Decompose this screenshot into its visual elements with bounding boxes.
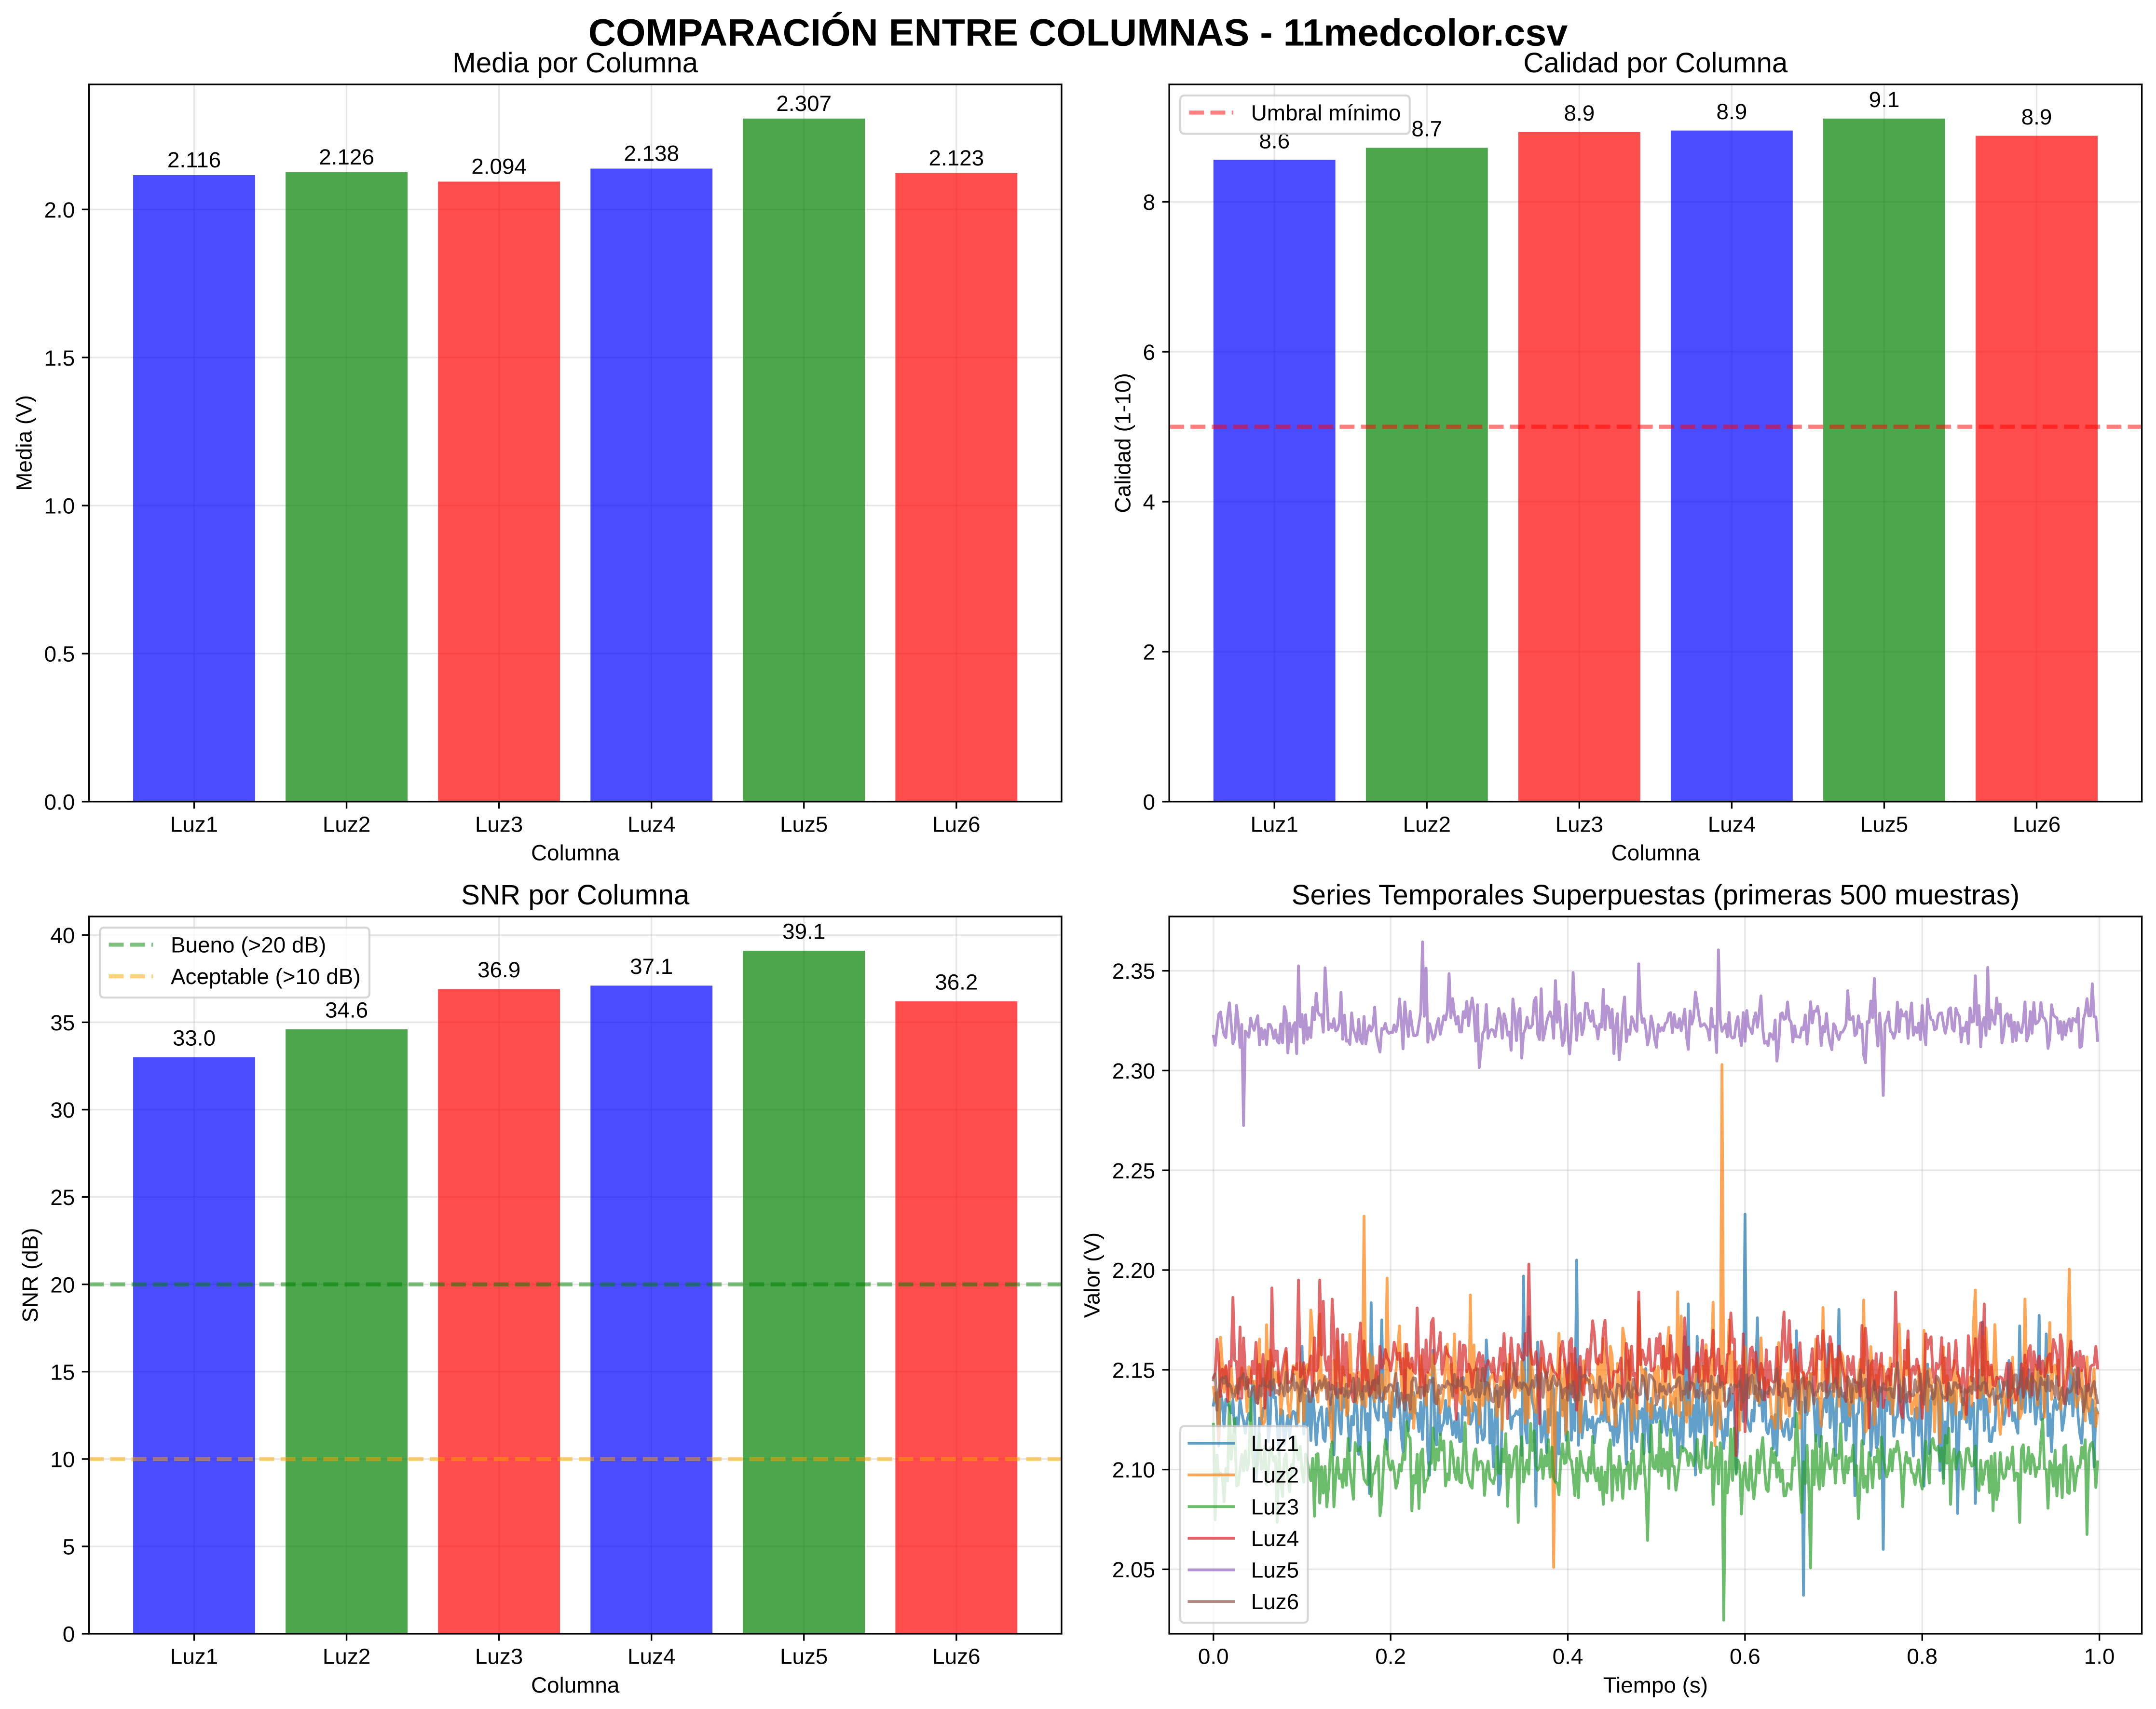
svg-text:5: 5 — [63, 1535, 75, 1559]
svg-text:Columna: Columna — [531, 1673, 620, 1697]
svg-text:0.5: 0.5 — [44, 642, 75, 667]
svg-text:Umbral mínimo: Umbral mínimo — [1251, 100, 1401, 125]
svg-text:2.116: 2.116 — [167, 148, 221, 172]
svg-text:33.0: 33.0 — [173, 1025, 216, 1050]
svg-text:Tiempo (s): Tiempo (s) — [1603, 1673, 1708, 1697]
svg-text:Aceptable (>10 dB): Aceptable (>10 dB) — [171, 964, 361, 989]
svg-text:Luz4: Luz4 — [1251, 1526, 1299, 1551]
svg-text:Media por Columna: Media por Columna — [452, 47, 698, 79]
svg-text:35: 35 — [50, 1011, 75, 1035]
svg-text:2.123: 2.123 — [928, 146, 984, 170]
svg-text:2.25: 2.25 — [1112, 1159, 1155, 1183]
svg-text:9.1: 9.1 — [1869, 87, 1900, 112]
svg-text:2.35: 2.35 — [1112, 959, 1155, 984]
svg-text:1.5: 1.5 — [44, 346, 75, 370]
svg-text:2.20: 2.20 — [1112, 1258, 1155, 1283]
svg-text:Luz2: Luz2 — [323, 812, 370, 836]
svg-text:2.15: 2.15 — [1112, 1358, 1155, 1382]
svg-text:36.2: 36.2 — [935, 970, 978, 995]
svg-text:0.0: 0.0 — [1198, 1644, 1229, 1668]
svg-text:2.30: 2.30 — [1112, 1059, 1155, 1083]
svg-text:Luz3: Luz3 — [1251, 1494, 1299, 1519]
svg-text:6: 6 — [1143, 340, 1155, 365]
svg-text:0.2: 0.2 — [1375, 1644, 1406, 1668]
svg-text:Luz5: Luz5 — [780, 1644, 828, 1668]
svg-text:2.0: 2.0 — [44, 198, 75, 222]
svg-text:Luz3: Luz3 — [1556, 812, 1603, 836]
svg-text:Luz6: Luz6 — [932, 812, 980, 836]
svg-text:0: 0 — [63, 1622, 75, 1647]
svg-text:2.138: 2.138 — [624, 141, 679, 166]
svg-text:Columna: Columna — [531, 841, 620, 865]
svg-text:1.0: 1.0 — [2084, 1644, 2115, 1668]
svg-text:Bueno (>20 dB): Bueno (>20 dB) — [171, 933, 326, 957]
svg-text:SNR (dB): SNR (dB) — [18, 1228, 42, 1323]
svg-text:2: 2 — [1143, 640, 1155, 665]
svg-text:0: 0 — [1143, 790, 1155, 815]
svg-text:0.0: 0.0 — [44, 790, 75, 815]
svg-text:2.307: 2.307 — [776, 91, 832, 116]
svg-text:0.8: 0.8 — [1907, 1644, 1938, 1668]
svg-text:Valor (V): Valor (V) — [1080, 1232, 1105, 1318]
svg-text:Luz1: Luz1 — [170, 1644, 218, 1668]
svg-text:0.4: 0.4 — [1553, 1644, 1583, 1668]
svg-text:20: 20 — [50, 1272, 75, 1297]
svg-text:2.05: 2.05 — [1112, 1558, 1155, 1582]
svg-text:Calidad por Columna: Calidad por Columna — [1523, 47, 1788, 79]
svg-text:40: 40 — [50, 923, 75, 948]
svg-text:Luz3: Luz3 — [475, 812, 523, 836]
svg-text:COMPARACIÓN ENTRE COLUMNAS - 1: COMPARACIÓN ENTRE COLUMNAS - 11medcolor.… — [588, 11, 1568, 54]
svg-text:8.7: 8.7 — [1411, 117, 1442, 141]
svg-text:Luz1: Luz1 — [1251, 1431, 1299, 1456]
svg-text:2.126: 2.126 — [319, 145, 374, 169]
svg-text:Luz5: Luz5 — [780, 812, 828, 836]
svg-text:2.10: 2.10 — [1112, 1458, 1155, 1482]
svg-text:Luz4: Luz4 — [628, 812, 675, 836]
svg-text:Luz2: Luz2 — [323, 1644, 370, 1668]
svg-text:8.9: 8.9 — [1717, 99, 1747, 124]
svg-text:Luz1: Luz1 — [1251, 812, 1298, 836]
svg-text:Luz2: Luz2 — [1251, 1463, 1299, 1488]
svg-text:1.0: 1.0 — [44, 494, 75, 519]
svg-text:15: 15 — [50, 1360, 75, 1384]
svg-text:Luz2: Luz2 — [1403, 812, 1451, 836]
svg-text:34.6: 34.6 — [325, 998, 368, 1023]
svg-text:10: 10 — [50, 1447, 75, 1472]
svg-text:30: 30 — [50, 1098, 75, 1122]
svg-text:Luz6: Luz6 — [1251, 1589, 1299, 1614]
svg-text:4: 4 — [1143, 490, 1155, 515]
svg-text:Luz4: Luz4 — [628, 1644, 675, 1668]
svg-text:0.6: 0.6 — [1730, 1644, 1760, 1668]
svg-text:Columna: Columna — [1611, 841, 1700, 865]
svg-text:Calidad (1-10): Calidad (1-10) — [1110, 373, 1135, 513]
svg-text:39.1: 39.1 — [782, 919, 825, 944]
svg-text:Luz6: Luz6 — [932, 1644, 980, 1668]
svg-text:36.9: 36.9 — [478, 957, 520, 982]
svg-text:2.094: 2.094 — [471, 154, 527, 179]
svg-text:Luz3: Luz3 — [475, 1644, 523, 1668]
svg-text:Luz5: Luz5 — [1251, 1558, 1299, 1583]
svg-text:37.1: 37.1 — [630, 954, 673, 979]
svg-text:SNR por Columna: SNR por Columna — [461, 879, 690, 911]
svg-text:Luz1: Luz1 — [170, 812, 218, 836]
svg-text:8: 8 — [1143, 190, 1155, 215]
svg-text:8.9: 8.9 — [2021, 105, 2052, 129]
svg-text:Series Temporales Superpuestas: Series Temporales Superpuestas (primeras… — [1292, 879, 2020, 911]
svg-text:25: 25 — [50, 1185, 75, 1210]
svg-text:Luz4: Luz4 — [1708, 812, 1756, 836]
svg-text:8.9: 8.9 — [1564, 101, 1595, 125]
svg-text:Luz6: Luz6 — [2013, 812, 2060, 836]
svg-text:Luz5: Luz5 — [1860, 812, 1908, 836]
svg-text:Media (V): Media (V) — [12, 395, 36, 491]
